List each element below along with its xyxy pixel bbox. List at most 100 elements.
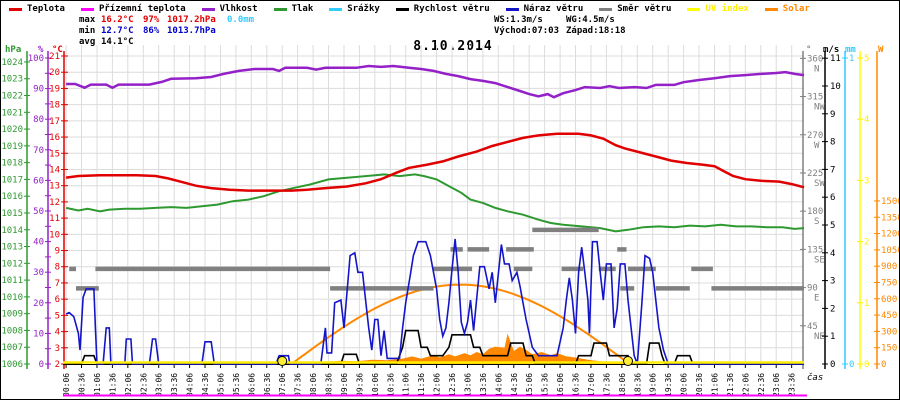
pressure-tick-label: 1013 [1, 243, 23, 253]
wind-dir-letter: N [814, 64, 819, 74]
legend-label: Náraz větru [523, 4, 584, 14]
wind-dir-letter: NE [814, 332, 825, 342]
solar-tick-label: 1350 [881, 213, 900, 223]
wind-dir-letter: S [814, 217, 819, 227]
legend-label: Přízemní teplota [98, 4, 186, 14]
legend-dash-naraz-vetru [505, 7, 519, 11]
pressure-tick-label: 1009 [1, 310, 23, 320]
solar-tick-label: 300 [881, 327, 897, 337]
stats-value: WG:4.5m/s [566, 15, 615, 25]
humidity-tick-label: 0 [39, 360, 44, 370]
pressure-tick-label: 1018 [1, 159, 23, 169]
legend-dash-rychlost-vetru [395, 7, 409, 11]
x-tick-label: 17:36 [602, 373, 611, 397]
pressure-tick-label: 1008 [1, 326, 23, 336]
wind-speed-tick-label: 5 [830, 221, 835, 231]
uv-tick-label: 4 [864, 115, 869, 125]
axis-unit-label: W [878, 45, 884, 55]
wind-dir-tick-label: 315 [807, 93, 823, 103]
x-tick-label: 04:06 [186, 373, 195, 397]
x-tick-label: 00:36 [78, 373, 87, 397]
legend-dash-srazky [329, 7, 343, 11]
temperature-tick-label: 15 [49, 149, 60, 159]
humidity-tick-label: 100 [28, 54, 44, 64]
x-tick-label: 13:06 [464, 373, 473, 397]
wind-speed-tick-label: 4 [830, 249, 835, 259]
x-tick-label: 05:36 [232, 373, 241, 397]
solar-tick-label: 0 [881, 360, 886, 370]
uv-tick-label: 3 [864, 176, 869, 186]
pressure-tick-label: 1015 [1, 209, 23, 219]
temperature-tick-label: 14 [49, 165, 60, 175]
uv-tick-label: 5 [864, 54, 869, 64]
wind-speed-tick-label: 8 [830, 138, 835, 148]
legend-item-uv-index: UV index [687, 4, 749, 14]
legend-item-teplota: Teplota [9, 4, 65, 14]
x-tick-label: 11:06 [402, 373, 411, 397]
legend-dash-vlhkost [201, 7, 215, 11]
x-tick-label: 10:36 [386, 373, 395, 397]
x-tick-label: 15:36 [541, 373, 550, 397]
temperature-tick-label: 16 [49, 133, 60, 143]
series-solar-measured [294, 333, 630, 364]
humidity-tick-label: 10 [33, 329, 44, 339]
legend-label: Solar [782, 4, 810, 14]
stats-min-max-avg: max 16.2°C 97% 1017.2hPa 0.0mm min 12.7°C 86% 10… [79, 15, 379, 48]
wind-dir-letter: SW [814, 179, 825, 189]
x-axis-title: čas [807, 372, 823, 383]
x-tick-label: 07:36 [294, 373, 303, 397]
wind-dir-letter: E [814, 294, 819, 304]
x-tick-label: 08:36 [325, 373, 334, 397]
pressure-tick-label: 1017 [1, 175, 23, 185]
legend-item-smer-vetru: Směr větru [599, 4, 671, 14]
temperature-tick-label: 9 [55, 247, 60, 257]
pressure-tick-label: 1011 [1, 276, 23, 286]
temperature-tick-label: 8 [55, 263, 60, 273]
sun-marker [277, 356, 288, 366]
axis-unit-label: hPa [5, 45, 21, 55]
wind-speed-tick-label: 1 [830, 332, 835, 342]
temperature-tick-label: 21 [49, 52, 60, 62]
x-tick-label: 14:36 [510, 373, 519, 397]
solar-tick-label: 750 [881, 278, 897, 288]
humidity-tick-label: 60 [33, 176, 44, 186]
x-tick-label: 06:36 [263, 373, 272, 397]
axis-unit-label: % [38, 45, 44, 55]
wind-dir-tick-label: 225 [807, 169, 823, 179]
solar-tick-label: 600 [881, 295, 897, 305]
axis-unit-label: ° [806, 45, 811, 55]
uv-tick-label: 0 [864, 360, 869, 370]
legend-dash-teplota [9, 7, 22, 11]
wind-speed-tick-label: 3 [830, 277, 835, 287]
legend-dash-smer-vetru [599, 7, 613, 11]
pressure-tick-label: 1023 [1, 75, 23, 85]
x-tick-label: 18:36 [633, 373, 642, 397]
series-naraz-vetru [65, 238, 804, 365]
temperature-tick-label: 5 [55, 311, 60, 321]
wind-dir-tick-label: 90 [807, 284, 818, 294]
wind-speed-tick-label: 2 [830, 304, 835, 314]
stats-value: 1017.2hPa [167, 15, 216, 25]
stats-value: Západ:18:18 [566, 26, 626, 36]
humidity-tick-label: 30 [33, 268, 44, 278]
pressure-tick-label: 1022 [1, 92, 23, 102]
stats-value: 0.0mm [227, 15, 255, 25]
temperature-tick-label: 6 [55, 295, 60, 305]
chart-legend: Teplota Přízemní teplota Vlhkost Tlak Srážky… [9, 3, 810, 15]
humidity-tick-label: 20 [33, 299, 44, 309]
legend-dash-solar [764, 7, 778, 11]
sun-marker [623, 356, 633, 366]
legend-item-vlhkost: Vlhkost [201, 4, 258, 14]
x-tick-label: 13:36 [479, 373, 488, 397]
temperature-tick-label: 13 [49, 182, 60, 192]
temperature-tick-label: 12 [49, 198, 60, 208]
legend-item-srazky: Srážky [329, 4, 380, 14]
x-tick-label: 23:36 [788, 373, 797, 397]
x-tick-label: 21:06 [711, 373, 720, 397]
legend-label: Vlhkost [219, 4, 258, 14]
legend-label: Teplota [27, 4, 65, 14]
solar-tick-label: 150 [881, 344, 897, 354]
legend-label: Srážky [347, 4, 380, 14]
